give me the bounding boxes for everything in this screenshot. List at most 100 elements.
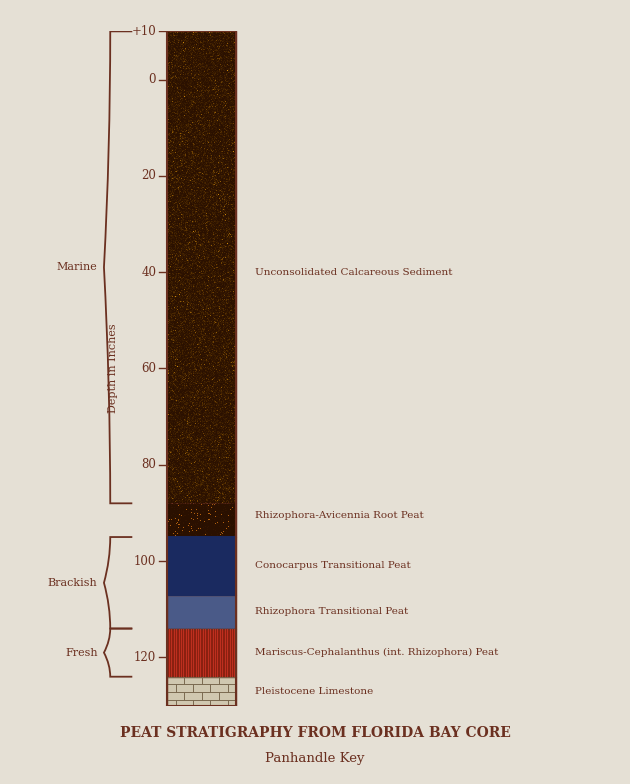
Point bbox=[174, 53, 184, 65]
Point bbox=[228, 438, 238, 451]
Point bbox=[227, 147, 238, 160]
Point bbox=[196, 364, 206, 376]
Point bbox=[185, 391, 195, 404]
Point bbox=[169, 313, 180, 325]
Point bbox=[179, 322, 189, 335]
Point bbox=[168, 379, 178, 391]
Point bbox=[214, 421, 224, 434]
Point bbox=[221, 301, 231, 314]
Point bbox=[183, 336, 193, 348]
Point bbox=[215, 162, 226, 174]
Point bbox=[171, 420, 181, 433]
Point bbox=[209, 307, 219, 319]
Point bbox=[173, 394, 183, 407]
Point bbox=[190, 138, 200, 151]
Point bbox=[176, 407, 186, 419]
Point bbox=[226, 458, 236, 470]
Point bbox=[225, 162, 235, 175]
Point bbox=[163, 27, 173, 39]
Point bbox=[220, 32, 231, 45]
Point bbox=[211, 249, 221, 262]
Point bbox=[220, 321, 230, 334]
Point bbox=[203, 494, 213, 506]
Point bbox=[168, 277, 178, 289]
Point bbox=[203, 293, 214, 306]
Point bbox=[228, 350, 238, 363]
Point bbox=[184, 32, 194, 45]
Point bbox=[211, 422, 221, 434]
Point bbox=[187, 125, 197, 137]
Point bbox=[209, 403, 219, 416]
Point bbox=[190, 128, 200, 140]
Point bbox=[186, 167, 196, 180]
Point bbox=[210, 45, 220, 58]
Point bbox=[196, 363, 206, 376]
Point bbox=[210, 283, 220, 296]
Point bbox=[222, 335, 232, 347]
Point bbox=[188, 160, 198, 172]
Point bbox=[186, 223, 196, 235]
Point bbox=[166, 488, 176, 501]
Point bbox=[187, 343, 197, 356]
Point bbox=[188, 397, 198, 410]
Point bbox=[190, 461, 200, 474]
Point bbox=[186, 164, 197, 176]
Point bbox=[168, 283, 178, 296]
Point bbox=[188, 412, 198, 425]
Point bbox=[224, 209, 234, 222]
Point bbox=[219, 264, 229, 277]
Point bbox=[183, 143, 193, 155]
Point bbox=[212, 96, 222, 108]
Point bbox=[223, 293, 233, 306]
Point bbox=[168, 45, 178, 58]
Point bbox=[195, 94, 205, 107]
Point bbox=[173, 238, 183, 250]
Point bbox=[170, 99, 180, 111]
Point bbox=[169, 350, 179, 362]
Point bbox=[170, 410, 180, 423]
Point bbox=[190, 124, 200, 136]
Point bbox=[227, 193, 238, 205]
Point bbox=[209, 225, 219, 238]
Point bbox=[201, 56, 211, 69]
Point bbox=[197, 158, 207, 171]
Point bbox=[180, 55, 190, 67]
Point bbox=[213, 103, 223, 116]
Point bbox=[188, 232, 198, 245]
Point bbox=[180, 347, 190, 359]
Point bbox=[178, 298, 188, 310]
Point bbox=[212, 205, 222, 217]
Point bbox=[224, 444, 234, 456]
Point bbox=[226, 95, 236, 107]
Point bbox=[178, 114, 188, 126]
Point bbox=[228, 154, 238, 166]
Point bbox=[229, 72, 239, 85]
Point bbox=[203, 246, 213, 259]
Point bbox=[181, 530, 192, 543]
Point bbox=[212, 187, 222, 200]
Point bbox=[181, 137, 192, 150]
Point bbox=[187, 485, 197, 497]
Point bbox=[212, 53, 222, 66]
Point bbox=[177, 441, 187, 453]
Point bbox=[186, 426, 196, 438]
Point bbox=[227, 390, 237, 403]
Point bbox=[220, 314, 230, 326]
Point bbox=[186, 331, 197, 343]
Point bbox=[174, 129, 184, 141]
Point bbox=[190, 480, 200, 492]
Point bbox=[176, 443, 186, 456]
Point bbox=[181, 180, 192, 193]
Point bbox=[165, 365, 175, 378]
Point bbox=[198, 335, 208, 347]
Point bbox=[191, 242, 201, 255]
Point bbox=[171, 31, 181, 44]
Point bbox=[195, 90, 205, 103]
Point bbox=[209, 143, 219, 155]
Point bbox=[187, 129, 197, 141]
Point bbox=[226, 142, 236, 154]
Point bbox=[201, 184, 211, 197]
Point bbox=[168, 77, 178, 89]
Point bbox=[170, 101, 180, 114]
Point bbox=[205, 124, 215, 136]
